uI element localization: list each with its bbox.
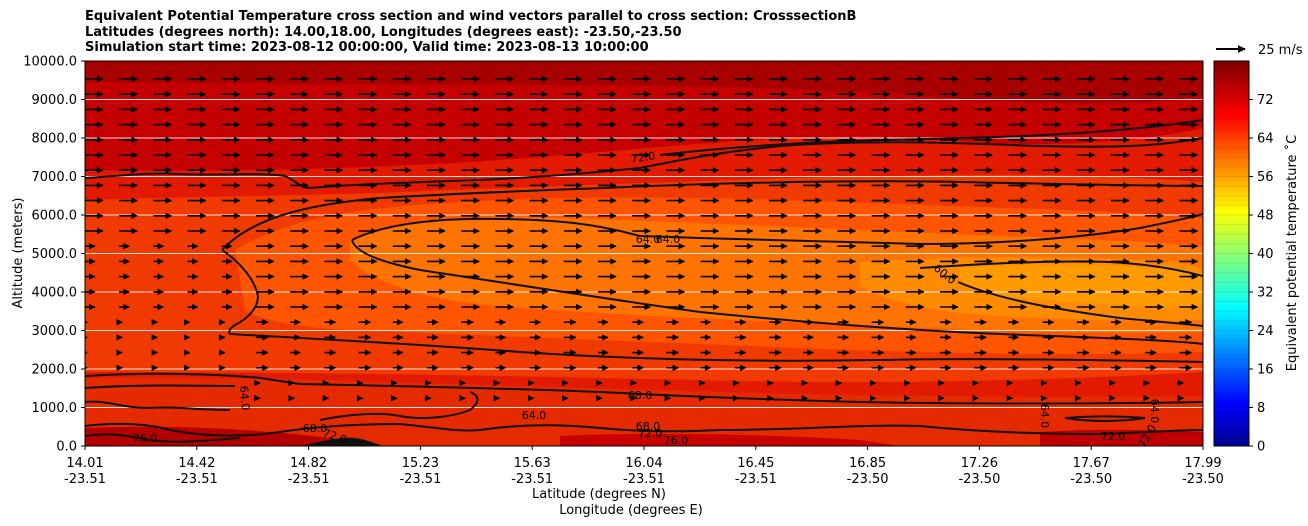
field-amber-bright — [959, 264, 1203, 307]
chart-title: Equivalent Potential Temperature cross s… — [85, 9, 856, 56]
colorbar-tick-label: 64 — [1257, 132, 1274, 147]
x-tick-label-lon: -23.51 — [64, 472, 106, 487]
x-tick-label-lon: -23.51 — [511, 472, 553, 487]
title-line-2: Latitudes (degrees north): 14.00,18.00, … — [85, 24, 682, 40]
contour-label: 64.0 — [636, 233, 661, 246]
contour-68-low — [85, 372, 1203, 405]
vector-key: 25 m/s — [1216, 43, 1303, 58]
y-tick-label: 6000.0 — [32, 209, 78, 224]
contour-label: 68.0 — [628, 389, 653, 402]
x-axis-title-lon: Longitude (degrees E) — [559, 503, 703, 518]
contour-label: 72.0 — [638, 427, 663, 440]
vector-key-label: 25 m/s — [1258, 43, 1303, 58]
x-tick-label-lon: -23.50 — [847, 472, 889, 487]
contour-label: 68.0 — [636, 420, 661, 433]
y-tick-label: 2000.0 — [32, 363, 78, 378]
y-tick-label: 0.0 — [56, 440, 77, 455]
contour-72-surface — [85, 422, 1203, 437]
colorbar-tick-label: 32 — [1257, 286, 1274, 301]
contour-68 — [221, 180, 1203, 251]
field-low-band — [85, 377, 1203, 446]
contour-label: 72.0 — [1101, 430, 1126, 443]
x-tick-label-lat: 14.01 — [66, 456, 103, 471]
colorbar-bands — [1214, 70, 1249, 437]
x-tick-label-lon: -23.50 — [1070, 472, 1112, 487]
x-tick-label-lat: 15.23 — [402, 456, 439, 471]
contour-label: 68.0 — [303, 422, 328, 435]
colorbar-ticks: 0 8 16 24 32 40 48 56 64 72 — [1249, 93, 1274, 455]
contour-72b — [659, 119, 1203, 156]
y-tick-label: 3000.0 — [32, 324, 78, 339]
colorbar: 0 8 16 24 32 40 48 56 64 72 Equivalent potential … — [1213, 60, 1300, 455]
title-line-3: Simulation start time: 2023-08-12 00:00:… — [85, 40, 649, 55]
x-tick-label-lon: -23.51 — [176, 472, 218, 487]
colorbar-tick-label: 0 — [1257, 440, 1265, 455]
x-tick-label-lat: 15.63 — [514, 456, 551, 471]
contour-label: 76.0 — [133, 432, 158, 445]
y-tick-label: 1000.0 — [32, 401, 78, 416]
colorbar-tick-label: 48 — [1257, 209, 1274, 224]
x-tick-label-lon: -23.50 — [958, 472, 1000, 487]
contour-64-left — [221, 249, 1203, 363]
x-tick-label-lat: 16.04 — [625, 456, 662, 471]
contour-label: 64.0 — [1038, 404, 1051, 429]
y-axis-title: Altitude (meters) — [11, 198, 26, 309]
contour-64-right — [1064, 415, 1146, 422]
colorbar-tick-label: 72 — [1257, 93, 1274, 108]
x-axis-title-lat: Latitude (degrees N) — [532, 487, 666, 502]
contour-label: 64.0 — [522, 409, 547, 422]
contour-72 — [85, 137, 1203, 190]
contour-label: 64.0 — [237, 385, 252, 411]
contour-60 — [919, 260, 1203, 277]
x-tick-label-lon: -23.51 — [623, 472, 665, 487]
colorbar-title: Equivalent potential temperature ˚C — [1284, 135, 1300, 371]
x-tick-label-lon: -23.51 — [735, 472, 777, 487]
y-tick-label: 10000.0 — [23, 55, 77, 70]
field-terrain — [300, 437, 385, 446]
x-axis: 14.01-23.5114.42-23.5114.82-23.5115.23-2… — [64, 446, 1224, 487]
contour-60b — [957, 281, 1203, 327]
colorbar-tick-label: 16 — [1257, 363, 1274, 378]
contour-lines — [85, 119, 1203, 443]
colorbar-tick-label: 40 — [1257, 247, 1274, 262]
y-tick-label: 4000.0 — [32, 286, 78, 301]
y-tick-label: 8000.0 — [32, 132, 78, 147]
wind-vectors — [85, 75, 1199, 402]
colorbar-tick-label: 56 — [1257, 170, 1274, 185]
colorbar-gradient — [1213, 60, 1250, 447]
y-tick-label: 5000.0 — [32, 247, 78, 262]
contour-label: 76.0 — [664, 434, 689, 447]
x-tick-label-lon: -23.51 — [399, 472, 441, 487]
x-tick-label-lat: 14.42 — [178, 456, 215, 471]
x-tick-label-lat: 17.99 — [1184, 456, 1221, 471]
x-tick-label-lon: -23.51 — [288, 472, 330, 487]
colorbar-tick-label: 8 — [1257, 401, 1265, 416]
contour-64 — [351, 213, 1203, 246]
x-tick-label-lat: 16.45 — [737, 456, 774, 471]
contour-label: 64.0 — [1148, 399, 1161, 424]
contour-64-lowb — [85, 400, 231, 411]
y-tick-label: 7000.0 — [32, 170, 78, 185]
x-tick-label-lat: 14.82 — [290, 456, 327, 471]
contour-label: 64.0 — [656, 233, 681, 246]
field-surface-dark-2 — [560, 433, 900, 446]
contour-76 — [85, 433, 241, 443]
x-tick-label-lat: 16.85 — [849, 456, 886, 471]
x-tick-label-lat: 17.26 — [961, 456, 998, 471]
x-tick-label-lon: -23.50 — [1182, 472, 1224, 487]
contour-68-surface — [319, 391, 479, 421]
contour-label: 72.0 — [630, 149, 656, 165]
colorbar-tick-label: 24 — [1257, 324, 1274, 339]
y-axis: 0.0 1000.0 2000.0 3000.0 4000.0 5000.0 6000.0 7… — [23, 55, 85, 455]
x-tick-label-lat: 17.67 — [1073, 456, 1110, 471]
title-line-1: Equivalent Potential Temperature cross s… — [85, 9, 857, 24]
contour-72-low — [85, 384, 236, 389]
y-tick-label: 9000.0 — [32, 93, 78, 108]
